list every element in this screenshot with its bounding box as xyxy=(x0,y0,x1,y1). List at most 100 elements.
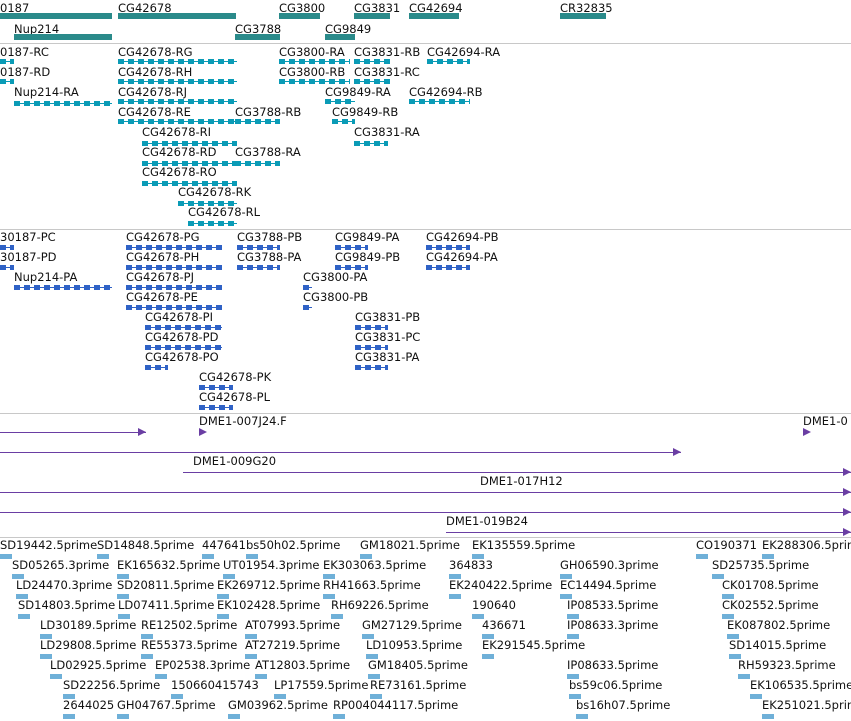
est-glyph[interactable] xyxy=(762,714,774,719)
est-glyph[interactable] xyxy=(482,634,494,639)
transcript-glyph[interactable] xyxy=(354,58,390,64)
protein-glyph[interactable] xyxy=(237,244,280,250)
feature-label[interactable]: CR32835 xyxy=(560,1,613,15)
feature-label[interactable]: LD10953.5prime xyxy=(366,638,463,652)
est-glyph[interactable] xyxy=(567,674,579,679)
est-glyph[interactable] xyxy=(368,674,380,679)
gene-glyph[interactable] xyxy=(118,13,236,19)
gene-glyph[interactable] xyxy=(279,13,320,19)
feature-label[interactable]: 150660415743 xyxy=(171,678,259,692)
feature-label[interactable]: 30187-PD xyxy=(0,250,57,264)
feature-label[interactable]: CG42678-RD xyxy=(142,145,217,159)
est-glyph[interactable] xyxy=(63,714,75,719)
feature-label[interactable]: SD22256.5prime xyxy=(63,678,161,692)
feature-label[interactable]: CG9849-PA xyxy=(335,230,400,244)
feature-label[interactable]: CG42678-RO xyxy=(142,165,217,179)
protein-glyph[interactable] xyxy=(126,244,222,250)
protein-glyph[interactable] xyxy=(335,244,368,250)
feature-label[interactable]: 190640 xyxy=(472,598,516,612)
est-glyph[interactable] xyxy=(472,614,484,619)
gene-glyph[interactable] xyxy=(354,13,390,19)
feature-label[interactable]: EP02538.3prime xyxy=(155,658,251,672)
protein-glyph[interactable] xyxy=(426,264,470,270)
feature-label[interactable]: EK291545.5prime xyxy=(482,638,586,652)
est-glyph[interactable] xyxy=(560,594,572,599)
feature-label[interactable]: CG42678-PK xyxy=(199,370,272,384)
gene-glyph[interactable] xyxy=(235,34,280,40)
est-glyph[interactable] xyxy=(141,654,153,659)
protein-glyph[interactable] xyxy=(0,264,14,270)
feature-label[interactable]: CG9849-PB xyxy=(335,250,401,264)
clone-arrow-icon[interactable] xyxy=(843,528,851,536)
est-glyph[interactable] xyxy=(722,614,734,619)
est-glyph[interactable] xyxy=(141,634,153,639)
transcript-glyph[interactable] xyxy=(188,220,237,226)
feature-label[interactable]: GM03962.5prime xyxy=(228,698,328,712)
gene-glyph[interactable] xyxy=(409,13,459,19)
est-glyph[interactable] xyxy=(333,714,345,719)
feature-label[interactable]: LD07411.5prime xyxy=(118,598,215,612)
feature-label[interactable]: CG42678-RK xyxy=(178,185,252,199)
feature-label[interactable]: CG42678-PO xyxy=(145,350,219,364)
feature-label[interactable]: AT27219.5prime xyxy=(245,638,341,652)
est-glyph[interactable] xyxy=(117,714,129,719)
est-glyph[interactable] xyxy=(245,654,257,659)
protein-glyph[interactable] xyxy=(237,264,280,270)
feature-label[interactable]: CG42694-RA xyxy=(427,45,501,59)
clone-line[interactable] xyxy=(0,452,681,453)
est-glyph[interactable] xyxy=(117,574,129,579)
est-glyph[interactable] xyxy=(727,634,739,639)
feature-label[interactable]: CG42678-PE xyxy=(126,290,198,304)
feature-label[interactable]: Nup214-RA xyxy=(14,85,79,99)
feature-label[interactable]: RE73161.5prime xyxy=(370,678,467,692)
feature-label[interactable]: 30187-PC xyxy=(0,230,56,244)
feature-label[interactable]: CG42694-PB xyxy=(426,230,499,244)
est-glyph[interactable] xyxy=(118,614,130,619)
clone-arrow-icon[interactable] xyxy=(843,488,851,496)
feature-label[interactable]: CG42678-PJ xyxy=(126,270,195,284)
protein-glyph[interactable] xyxy=(199,404,233,410)
feature-label[interactable]: CG9849-RB xyxy=(332,105,399,119)
feature-label[interactable]: CG42678-RG xyxy=(118,45,193,59)
est-glyph[interactable] xyxy=(696,554,708,559)
feature-label[interactable]: Nup214 xyxy=(14,22,60,36)
feature-label[interactable]: EK240422.5prime xyxy=(449,578,553,592)
feature-label[interactable]: EK303063.5prime xyxy=(323,558,427,572)
transcript-glyph[interactable] xyxy=(427,58,470,64)
transcript-glyph[interactable] xyxy=(235,118,280,124)
feature-label[interactable]: LP17559.5prime xyxy=(274,678,369,692)
feature-label[interactable]: 436671 xyxy=(482,618,526,632)
feature-label[interactable]: 0187-RD xyxy=(0,65,51,79)
feature-label[interactable]: RH59323.5prime xyxy=(738,658,836,672)
feature-label[interactable]: LD29808.5prime xyxy=(40,638,137,652)
protein-glyph[interactable] xyxy=(0,244,14,250)
est-glyph[interactable] xyxy=(40,634,52,639)
feature-label[interactable]: CG3788-RB xyxy=(235,105,302,119)
est-glyph[interactable] xyxy=(323,574,335,579)
est-glyph[interactable] xyxy=(217,594,229,599)
transcript-glyph[interactable] xyxy=(0,78,14,84)
est-glyph[interactable] xyxy=(117,594,129,599)
feature-label[interactable]: AT12803.5prime xyxy=(255,658,351,672)
gene-glyph[interactable] xyxy=(325,34,355,40)
protein-glyph[interactable] xyxy=(126,284,222,290)
clone-line[interactable] xyxy=(0,492,851,493)
feature-label[interactable]: RP004044117.5prime xyxy=(333,698,459,712)
transcript-glyph[interactable] xyxy=(118,98,237,104)
feature-label[interactable]: GM27129.5prime xyxy=(362,618,462,632)
est-glyph[interactable] xyxy=(323,594,335,599)
feature-label[interactable]: SD05265.3prime xyxy=(12,558,110,572)
feature-label[interactable]: GH04767.5prime xyxy=(117,698,216,712)
feature-label[interactable]: CG9849-RA xyxy=(325,85,391,99)
feature-label[interactable]: RH69226.5prime xyxy=(331,598,429,612)
feature-label[interactable]: 0187 xyxy=(0,1,30,15)
est-glyph[interactable] xyxy=(738,674,750,679)
feature-label[interactable]: CG3788-PA xyxy=(237,250,302,264)
est-glyph[interactable] xyxy=(12,574,24,579)
feature-label[interactable]: EK135559.5prime xyxy=(472,538,576,552)
transcript-glyph[interactable] xyxy=(142,140,237,146)
protein-glyph[interactable] xyxy=(303,304,312,310)
feature-label[interactable]: GM18405.5prime xyxy=(368,658,468,672)
est-glyph[interactable] xyxy=(217,614,229,619)
feature-label[interactable]: CG9849 xyxy=(325,22,372,36)
